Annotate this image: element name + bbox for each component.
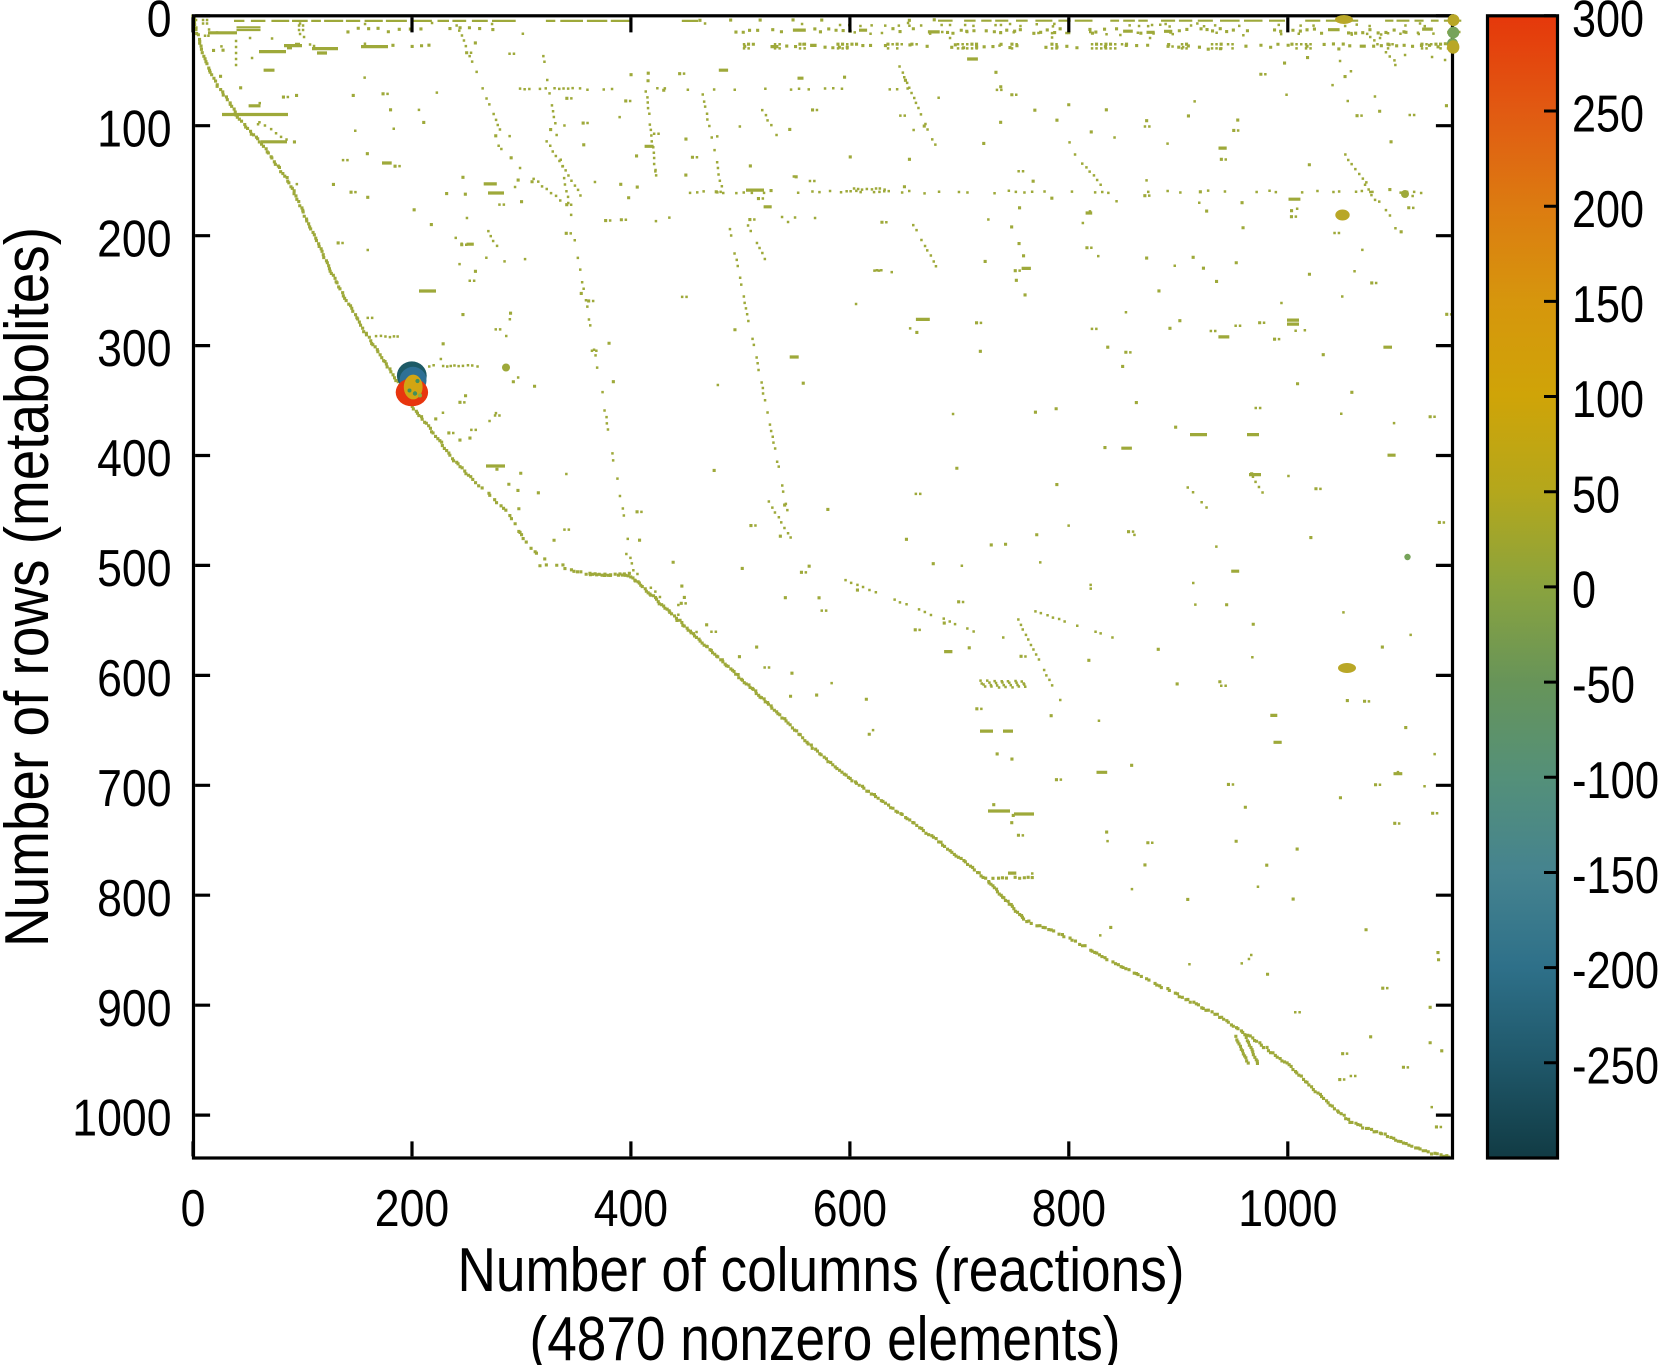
svg-text:Number of columns (reactions): Number of columns (reactions) xyxy=(458,1236,1185,1305)
svg-text:300: 300 xyxy=(1572,0,1644,47)
svg-text:100: 100 xyxy=(1572,370,1644,428)
svg-text:150: 150 xyxy=(1572,275,1644,333)
svg-text:800: 800 xyxy=(97,869,171,927)
svg-text:-50: -50 xyxy=(1572,656,1635,714)
svg-text:0: 0 xyxy=(147,0,172,47)
svg-text:900: 900 xyxy=(97,979,171,1037)
svg-text:200: 200 xyxy=(375,1179,449,1237)
svg-text:(4870 nonzero elements): (4870 nonzero elements) xyxy=(530,1305,1121,1365)
svg-text:400: 400 xyxy=(594,1179,668,1237)
svg-text:200: 200 xyxy=(1572,180,1644,238)
svg-text:-100: -100 xyxy=(1572,751,1659,809)
svg-text:-250: -250 xyxy=(1572,1036,1659,1094)
svg-text:200: 200 xyxy=(97,209,171,267)
svg-text:1000: 1000 xyxy=(1238,1179,1337,1237)
svg-text:1000: 1000 xyxy=(72,1089,171,1147)
svg-text:-150: -150 xyxy=(1572,846,1659,904)
svg-text:800: 800 xyxy=(1032,1179,1106,1237)
svg-text:Number of rows (metabolites): Number of rows (metabolites) xyxy=(0,227,62,947)
svg-text:100: 100 xyxy=(97,99,171,157)
svg-text:250: 250 xyxy=(1572,85,1644,143)
svg-text:-200: -200 xyxy=(1572,941,1659,999)
svg-text:300: 300 xyxy=(97,319,171,377)
svg-text:700: 700 xyxy=(97,759,171,817)
svg-text:400: 400 xyxy=(97,429,171,487)
svg-text:0: 0 xyxy=(181,1179,206,1237)
svg-text:500: 500 xyxy=(97,539,171,597)
svg-text:600: 600 xyxy=(813,1179,887,1237)
svg-text:50: 50 xyxy=(1572,465,1620,523)
svg-text:600: 600 xyxy=(97,649,171,707)
svg-text:0: 0 xyxy=(1572,561,1596,619)
